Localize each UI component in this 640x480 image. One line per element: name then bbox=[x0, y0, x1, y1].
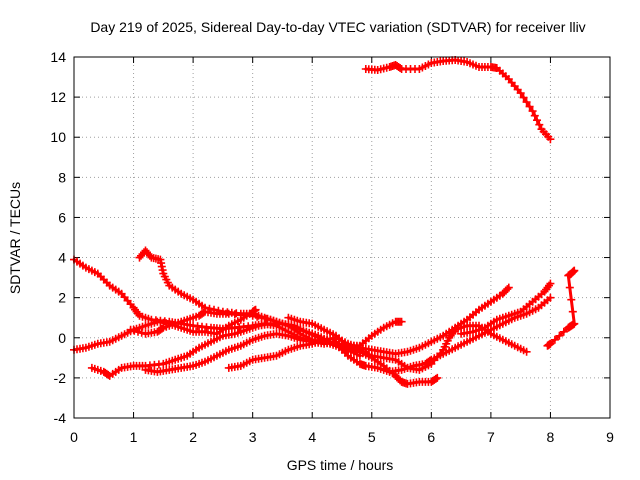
x-tick-label: 0 bbox=[70, 429, 78, 445]
data-point-marker bbox=[257, 313, 266, 322]
data-point-marker bbox=[397, 317, 406, 326]
y-tick-label: 12 bbox=[50, 89, 66, 105]
data-point-marker bbox=[431, 374, 440, 383]
data-point-marker bbox=[546, 279, 555, 288]
data-point-marker bbox=[519, 93, 528, 102]
data-point-marker bbox=[533, 116, 541, 125]
data-point-marker bbox=[396, 64, 405, 72]
y-tick-label: -2 bbox=[54, 370, 67, 386]
x-tick-label: 7 bbox=[487, 429, 495, 445]
x-tick-label: 9 bbox=[606, 429, 614, 445]
chart-title: Day 219 of 2025, Sidereal Day-to-day VTE… bbox=[90, 19, 585, 35]
x-tick-label: 5 bbox=[368, 429, 376, 445]
series-arc-right-rise bbox=[457, 279, 555, 338]
data-point-marker bbox=[137, 328, 146, 337]
y-tick-label: 0 bbox=[58, 330, 66, 346]
y-tick-label: 4 bbox=[58, 250, 66, 266]
data-point-marker bbox=[525, 102, 534, 111]
data-point-marker bbox=[262, 314, 271, 323]
y-tick-label: -4 bbox=[54, 410, 67, 426]
data-point-marker bbox=[126, 325, 135, 334]
series-arc-far-right bbox=[543, 266, 579, 350]
data-point-marker bbox=[130, 326, 139, 335]
data-point-marker bbox=[522, 98, 531, 107]
data-point-marker bbox=[251, 305, 260, 314]
data-point-marker bbox=[425, 356, 434, 365]
data-point-marker bbox=[546, 339, 555, 348]
y-tick-label: 6 bbox=[58, 209, 66, 225]
series-arc-declining bbox=[70, 255, 364, 360]
x-axis-label: GPS time / hours bbox=[287, 457, 394, 473]
data-point-marker bbox=[522, 347, 531, 356]
data-point-marker bbox=[248, 311, 257, 320]
x-tick-label: 2 bbox=[189, 429, 197, 445]
y-tick-label: 14 bbox=[50, 49, 66, 65]
data-point-marker bbox=[528, 107, 537, 116]
y-tick-label: 2 bbox=[58, 290, 66, 306]
x-tick-label: 8 bbox=[547, 429, 555, 445]
data-point-marker bbox=[555, 331, 564, 340]
data-point-marker bbox=[546, 135, 555, 144]
data-point-marker bbox=[546, 293, 555, 302]
data-point-marker bbox=[565, 283, 574, 292]
x-tick-label: 6 bbox=[427, 429, 435, 445]
x-tick-label: 1 bbox=[130, 429, 138, 445]
data-point-marker bbox=[550, 335, 559, 344]
series-track bbox=[546, 269, 576, 348]
data-point-marker bbox=[567, 295, 576, 304]
series-arc-bottom bbox=[344, 345, 442, 388]
data-point-marker bbox=[134, 327, 142, 336]
data-point-marker bbox=[559, 327, 568, 336]
x-tick-label: 4 bbox=[308, 429, 316, 445]
data-point-marker bbox=[104, 370, 113, 379]
y-tick-label: 8 bbox=[58, 169, 66, 185]
data-point-marker bbox=[535, 120, 544, 129]
x-tick-label: 3 bbox=[249, 429, 257, 445]
data-point-marker bbox=[516, 89, 525, 98]
data-point-marker bbox=[157, 324, 166, 333]
data-points bbox=[70, 56, 579, 388]
series-track bbox=[364, 58, 552, 141]
data-point-marker bbox=[570, 319, 579, 328]
data-point-marker bbox=[504, 283, 513, 292]
data-point-marker bbox=[253, 312, 262, 321]
y-tick-label: 10 bbox=[50, 129, 66, 145]
data-point-marker bbox=[433, 373, 442, 382]
data-point-marker bbox=[530, 111, 539, 120]
data-point-marker bbox=[570, 266, 579, 275]
data-point-marker bbox=[568, 307, 577, 316]
y-axis-label: SDTVAR / TECUs bbox=[7, 182, 23, 294]
plot-frame bbox=[73, 56, 611, 419]
series-arc-high bbox=[361, 56, 555, 144]
data-point-marker bbox=[503, 285, 512, 294]
